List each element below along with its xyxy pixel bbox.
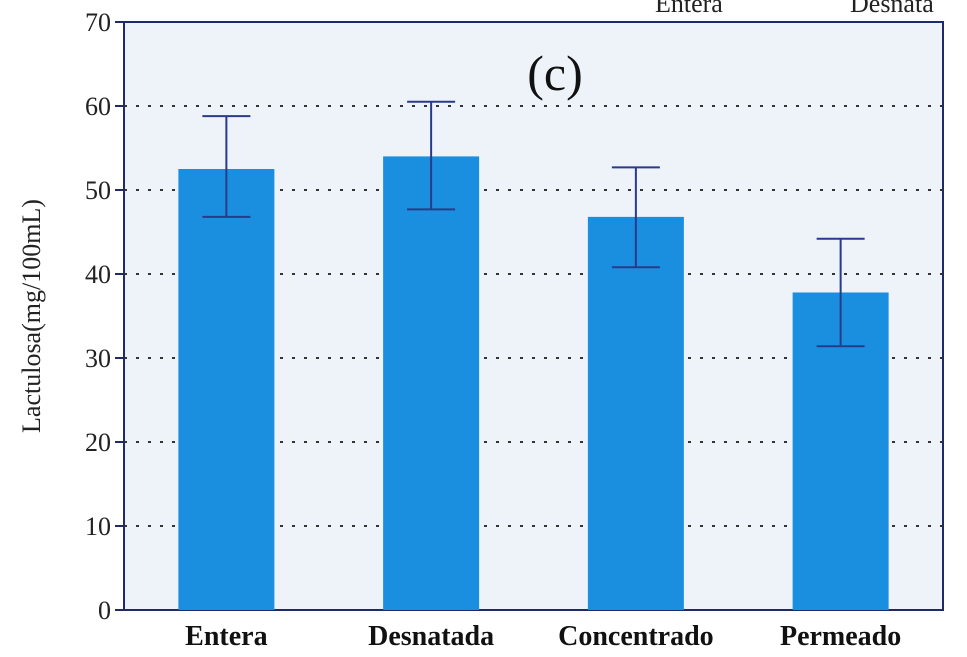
y-axis: 0 10 20 30 40 50 60 70 — [85, 8, 124, 625]
y-axis-title: Lactulosa(mg/100mL) — [17, 199, 46, 433]
y-tick-label-20: 20 — [85, 428, 111, 457]
y-tick-label-0: 0 — [98, 596, 111, 625]
panel-label: (c) — [527, 45, 583, 101]
x-axis: Entera Desnatada Concentrado Permeado — [185, 621, 901, 652]
y-tick-label-50: 50 — [85, 176, 111, 205]
x-tick-label-desnatada: Desnatada — [368, 621, 494, 652]
bar-entera — [178, 169, 275, 610]
x-tick-label-entera: Entera — [185, 621, 267, 652]
y-tick-label-10: 10 — [85, 512, 111, 541]
error-bars — [202, 100, 865, 348]
legend-label-1: Entera — [655, 0, 723, 18]
y-tick-label-70: 70 — [85, 8, 111, 37]
y-tick-label-40: 40 — [85, 260, 111, 289]
x-tick-label-permeado: Permeado — [780, 621, 901, 652]
bar-desnatada — [383, 156, 480, 610]
x-tick-label-concentrado: Concentrado — [558, 621, 714, 652]
y-tick-label-60: 60 — [85, 92, 111, 121]
legend-label-2: Desnata — [850, 0, 934, 18]
bar-concentrado — [587, 216, 684, 610]
gridlines — [124, 105, 943, 527]
y-tick-label-30: 30 — [85, 344, 111, 373]
